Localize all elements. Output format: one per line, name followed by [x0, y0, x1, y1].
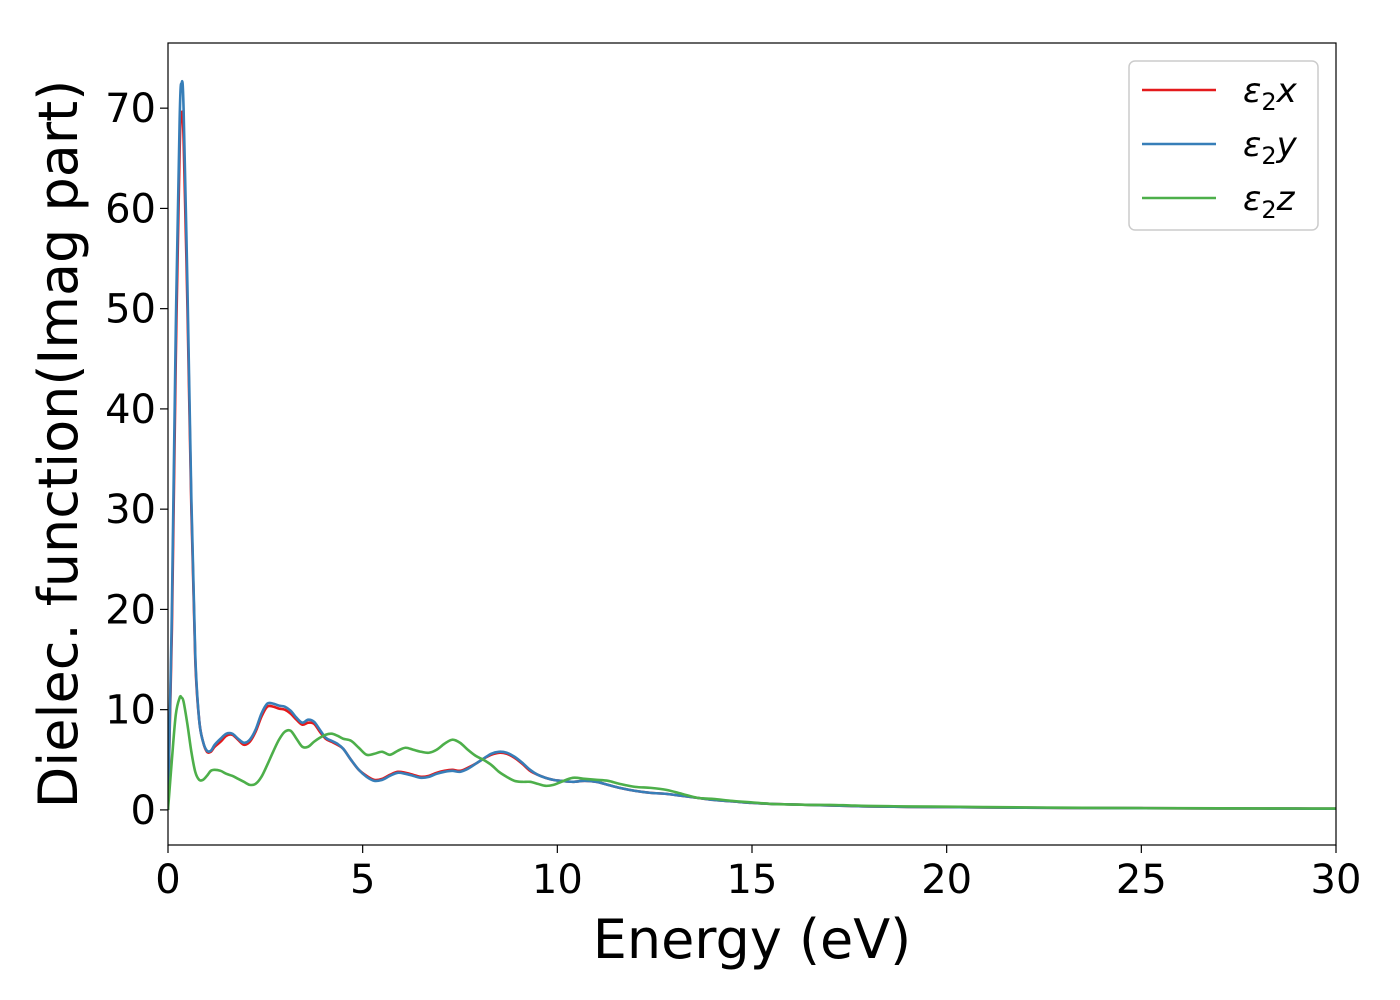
legend-label-z: ε2z: [1243, 179, 1296, 224]
y-axis-ticks: 0 10 20 30 40 50 60 70: [105, 86, 168, 834]
y-axis-label: Dielec. function(Imag part): [27, 80, 90, 809]
y-tick-label: 60: [105, 186, 156, 232]
x-tick-label: 15: [727, 857, 778, 903]
y-tick-label: 50: [105, 287, 156, 333]
series-layer: [168, 79, 1336, 811]
series-line-ε2z: [168, 694, 1336, 811]
x-tick-label: 25: [1116, 857, 1167, 903]
legend: ε2x ε2y ε2z: [1128, 60, 1319, 231]
x-tick-label: 30: [1311, 857, 1362, 903]
y-tick-label: 40: [105, 387, 156, 433]
x-axis-ticks: 0 5 10 15 20 25 30: [155, 845, 1361, 903]
y-tick-label: 30: [105, 487, 156, 533]
x-axis-label: Energy (eV): [593, 908, 912, 971]
y-tick-label: 0: [131, 788, 156, 834]
legend-label-y: ε2y: [1243, 125, 1298, 170]
plot-area: [168, 79, 1336, 811]
legend-label-x: ε2x: [1243, 71, 1298, 116]
y-tick-label: 10: [105, 688, 156, 734]
legend-box: [1128, 60, 1319, 231]
x-tick-label: 20: [921, 857, 972, 903]
x-tick-label: 10: [532, 857, 583, 903]
y-tick-label: 70: [105, 86, 156, 132]
x-tick-label: 0: [155, 857, 180, 903]
y-tick-label: 20: [105, 587, 156, 633]
x-tick-label: 5: [350, 857, 375, 903]
